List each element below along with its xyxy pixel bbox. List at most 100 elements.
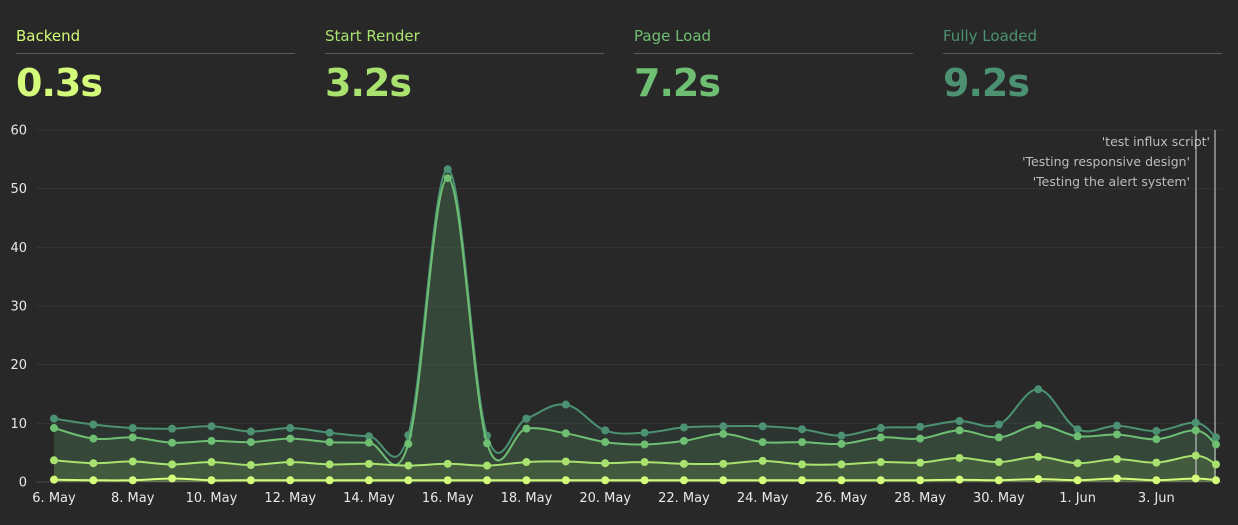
data-point: [758, 456, 767, 465]
data-point: [522, 476, 531, 485]
x-tick-label: 26. May: [816, 491, 868, 506]
data-point: [719, 422, 728, 431]
data-point: [561, 476, 570, 485]
data-point: [837, 431, 846, 440]
data-point: [1191, 426, 1200, 435]
data-point: [640, 476, 649, 485]
data-point: [916, 422, 925, 431]
timing-chart[interactable]: 0 10 20 30 40 50 60 6. May 8. May 10. May 12. May 1…: [0, 118, 1238, 518]
x-tick-label: 14. May: [343, 491, 395, 506]
annotation-label: 'test influx script': [1102, 134, 1210, 149]
data-point: [1073, 459, 1082, 468]
data-point: [168, 460, 177, 469]
data-point: [168, 424, 177, 433]
data-point: [1034, 385, 1043, 394]
data-point: [837, 476, 846, 485]
data-point: [286, 476, 295, 485]
data-point: [325, 438, 334, 447]
data-point: [798, 476, 807, 485]
x-tick-label: 18. May: [501, 491, 553, 506]
data-point: [994, 476, 1003, 485]
data-point: [207, 436, 216, 445]
data-point: [286, 424, 295, 433]
data-point: [483, 461, 492, 470]
data-point: [128, 457, 137, 466]
data-point: [955, 426, 964, 435]
data-point: [679, 459, 688, 468]
x-tick-label: 12. May: [264, 491, 316, 506]
data-point: [719, 476, 728, 485]
data-point: [50, 475, 58, 484]
data-point: [522, 424, 531, 433]
data-point: [758, 422, 767, 431]
data-point: [1073, 476, 1082, 485]
data-point: [1112, 430, 1121, 439]
data-point: [128, 424, 137, 433]
y-tick-label: 60: [10, 124, 27, 139]
data-point: [561, 400, 570, 409]
y-tick-label: 40: [10, 241, 27, 256]
data-point: [640, 440, 649, 449]
metric-value-start-render: 3.2s: [325, 61, 412, 105]
metric-value-fully-loaded: 9.2s: [943, 61, 1030, 105]
data-point: [1112, 455, 1121, 464]
metric-backend: Backend 0.3s: [16, 24, 295, 108]
data-point: [1212, 433, 1220, 442]
data-point: [601, 438, 610, 447]
y-tick-label: 10: [10, 417, 27, 432]
data-point: [50, 456, 58, 465]
data-point: [1073, 425, 1082, 434]
metric-fully-loaded: Fully Loaded 9.2s: [943, 24, 1222, 108]
data-point: [1152, 458, 1161, 467]
metric-value-page-load: 7.2s: [634, 61, 721, 105]
data-point: [1034, 421, 1043, 430]
data-point: [364, 432, 373, 441]
data-point: [443, 174, 452, 183]
data-point: [640, 458, 649, 467]
data-point: [876, 458, 885, 467]
data-point: [89, 476, 98, 485]
data-point: [89, 434, 98, 443]
data-point: [640, 428, 649, 437]
data-point: [601, 476, 610, 485]
data-point: [443, 476, 452, 485]
data-point: [1034, 475, 1043, 484]
data-point: [246, 438, 255, 447]
data-point: [679, 476, 688, 485]
data-point: [916, 476, 925, 485]
data-point: [798, 438, 807, 447]
data-point: [128, 476, 137, 485]
data-point: [1212, 476, 1220, 485]
annotation-label: 'Testing responsive design': [1022, 154, 1190, 169]
data-point: [483, 476, 492, 485]
data-point: [1034, 452, 1043, 461]
y-tick-label: 50: [10, 182, 27, 197]
x-tick-label: 1. Jun: [1059, 491, 1096, 506]
data-point: [483, 439, 492, 448]
data-point: [325, 476, 334, 485]
data-point: [364, 476, 373, 485]
x-tick-label: 8. May: [111, 491, 155, 506]
data-point: [404, 461, 413, 470]
data-point: [50, 414, 58, 423]
x-tick-label: 24. May: [737, 491, 789, 506]
data-point: [246, 427, 255, 436]
metric-label-fully-loaded: Fully Loaded: [943, 24, 1222, 54]
data-point: [1112, 474, 1121, 483]
data-point: [758, 438, 767, 447]
data-point: [404, 476, 413, 485]
data-point: [522, 458, 531, 467]
series-area: [54, 178, 1216, 482]
x-tick-label: 22. May: [658, 491, 710, 506]
data-point: [994, 420, 1003, 429]
data-point: [207, 476, 216, 485]
data-point: [837, 439, 846, 448]
data-point: [876, 424, 885, 433]
metric-start-render: Start Render 3.2s: [325, 24, 604, 108]
series-line: [53, 177, 1217, 466]
data-point: [798, 460, 807, 469]
data-point: [325, 428, 334, 437]
data-point: [719, 459, 728, 468]
data-point: [1152, 426, 1161, 435]
data-point: [994, 433, 1003, 442]
